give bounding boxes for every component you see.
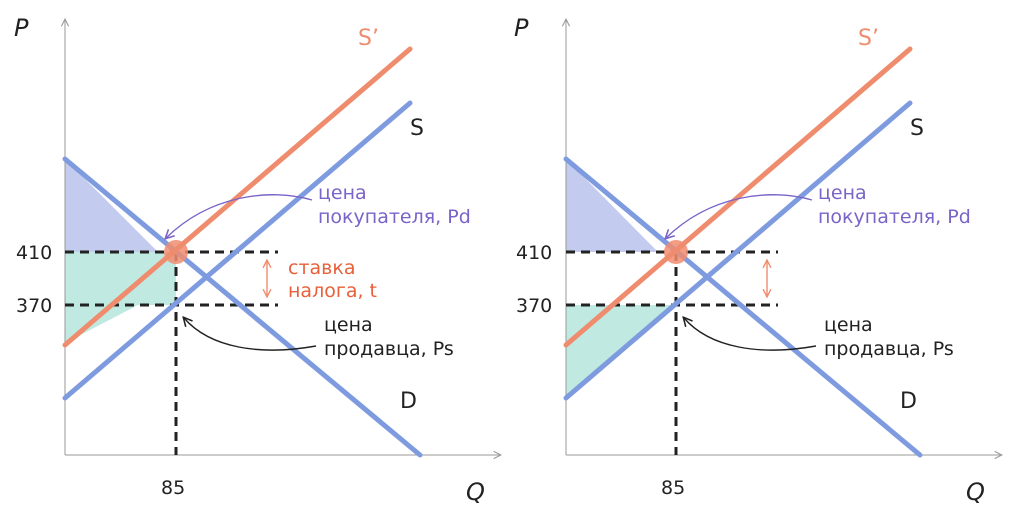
tick-label-y-410: 410 (16, 242, 52, 264)
supply-tax-label: S’ (858, 26, 879, 51)
tax-label-line1: ставка (288, 257, 355, 279)
supply-tax-curve (62, 46, 413, 348)
y-axis-title: P (514, 14, 529, 42)
supply-curve (62, 100, 413, 401)
x-axis-title: Q (966, 478, 985, 506)
x-axis-title: Q (466, 478, 485, 506)
supply-label: S (410, 116, 424, 141)
buyer-price-label-line1: цена (818, 182, 867, 204)
seller-price-label-line1: цена (824, 314, 873, 336)
demand-label: D (400, 389, 417, 414)
consumer-surplus-area (566, 159, 658, 252)
demand-curve (62, 156, 423, 458)
demand-label: D (900, 389, 917, 414)
y-axis-title: P (14, 14, 29, 42)
buyer-price-label-line1: цена (318, 182, 367, 204)
tax-label-line2: налога, t (288, 280, 377, 302)
tick-label-x-85: 85 (661, 477, 685, 499)
buyer-price-label-line2: покупателя, Pd (818, 206, 971, 228)
buyer-price-label-line2: покупателя, Pd (318, 206, 471, 228)
consumer-surplus-area (65, 159, 158, 252)
demand-curve (563, 156, 923, 458)
seller-price-label-line1: цена (324, 314, 373, 336)
seller-price-label-line2: продавца, Ps (824, 338, 954, 360)
tick-label-y-410: 410 (516, 242, 552, 264)
buyer-price-arrow (166, 194, 313, 238)
seller-price-label-line2: продавца, Ps (324, 338, 454, 360)
seller-price-arrow (684, 318, 817, 351)
chart-left: P Q 410 370 85 S’ S D цена покупателя, P… (14, 14, 500, 506)
seller-price-arrow (184, 318, 317, 351)
chart-right: P Q 410 370 85 S’ S D цена покупателя, P… (514, 14, 1001, 506)
buyer-price-arrow (666, 194, 813, 238)
tick-label-x-85: 85 (161, 477, 185, 499)
equilibrium-point (664, 240, 688, 264)
tick-label-y-370: 370 (516, 295, 552, 317)
supply-tax-label: S’ (358, 26, 379, 51)
tick-label-y-370: 370 (16, 295, 52, 317)
supply-tax-curve (563, 46, 913, 348)
equilibrium-point (164, 240, 188, 264)
supply-label: S (910, 116, 924, 141)
supply-curve (563, 100, 913, 401)
